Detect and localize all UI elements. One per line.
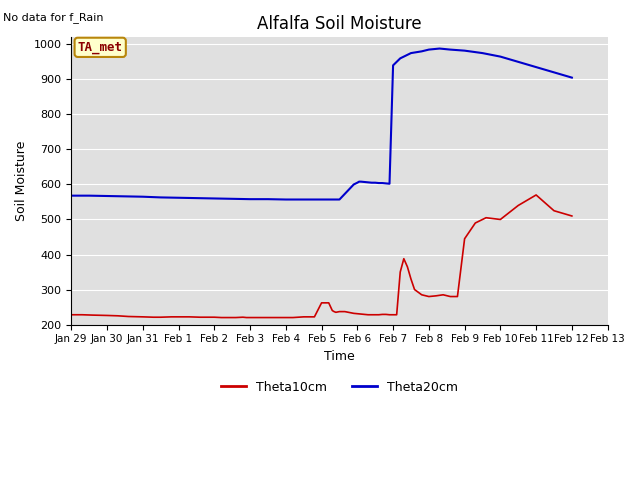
Text: No data for f_Rain: No data for f_Rain: [3, 12, 104, 23]
Title: Alfalfa Soil Moisture: Alfalfa Soil Moisture: [257, 15, 422, 33]
X-axis label: Time: Time: [324, 350, 355, 363]
Y-axis label: Soil Moisture: Soil Moisture: [15, 141, 28, 221]
Text: TA_met: TA_met: [77, 41, 123, 54]
Legend: Theta10cm, Theta20cm: Theta10cm, Theta20cm: [216, 376, 463, 399]
